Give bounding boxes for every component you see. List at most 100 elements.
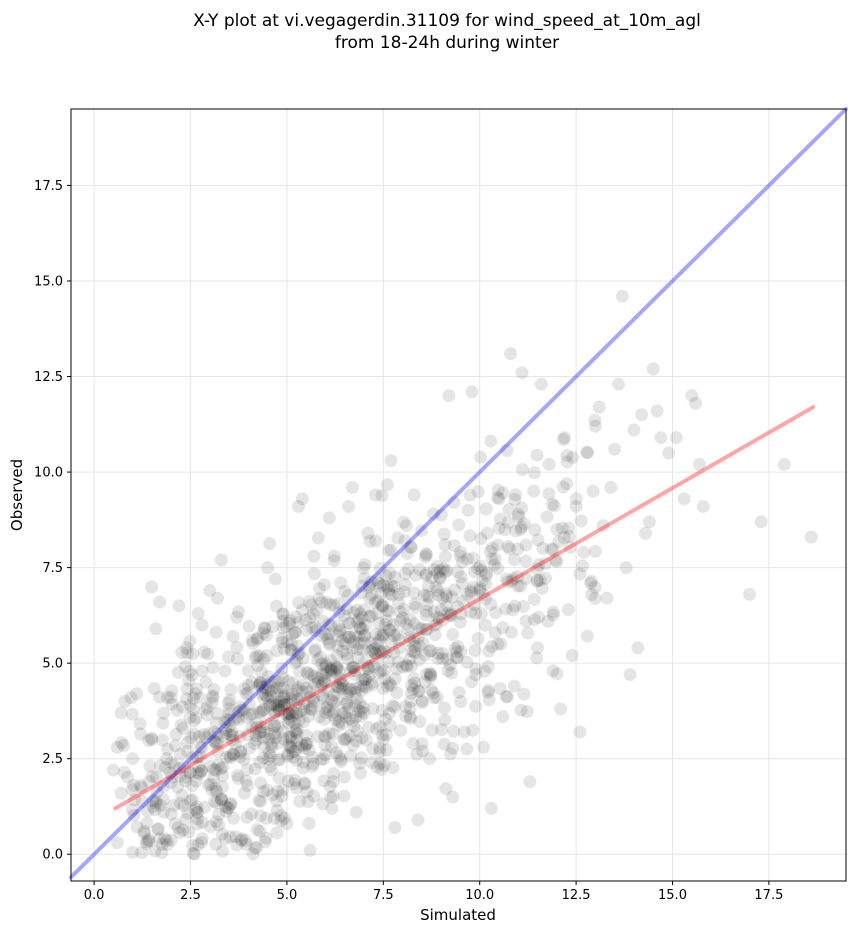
data-point xyxy=(210,784,224,798)
data-point xyxy=(276,607,290,621)
data-point xyxy=(330,660,344,674)
data-point xyxy=(504,625,518,639)
data-point xyxy=(549,553,563,567)
data-point xyxy=(195,664,209,678)
data-point xyxy=(369,607,383,621)
data-point xyxy=(335,706,349,720)
data-point xyxy=(501,575,515,589)
data-point xyxy=(245,720,259,734)
data-point xyxy=(110,836,124,850)
data-point xyxy=(215,793,229,807)
data-point xyxy=(588,413,602,427)
data-point xyxy=(125,783,139,797)
data-point xyxy=(272,699,286,713)
data-point xyxy=(253,678,267,692)
data-point xyxy=(327,598,341,612)
data-point xyxy=(270,826,284,840)
data-point xyxy=(295,603,309,617)
data-point xyxy=(375,646,389,660)
data-point xyxy=(333,681,347,695)
data-point xyxy=(280,635,294,649)
data-point xyxy=(118,694,132,708)
data-point xyxy=(319,666,333,680)
data-point xyxy=(477,740,491,754)
data-point xyxy=(322,636,336,650)
data-point xyxy=(205,783,219,797)
data-point xyxy=(186,703,200,717)
data-point xyxy=(126,752,140,766)
data-point xyxy=(444,608,458,622)
data-point xyxy=(284,691,298,705)
data-point xyxy=(514,703,528,717)
data-point xyxy=(257,725,271,739)
data-point xyxy=(344,664,358,678)
data-point xyxy=(464,605,478,619)
data-point xyxy=(261,752,275,766)
data-point xyxy=(412,639,426,653)
data-point xyxy=(348,685,362,699)
data-point xyxy=(263,760,277,774)
data-point xyxy=(450,645,464,659)
data-point xyxy=(233,750,247,764)
data-point xyxy=(192,730,206,744)
data-point xyxy=(306,757,320,771)
data-point xyxy=(440,590,454,604)
data-point xyxy=(169,727,183,741)
data-point xyxy=(467,565,481,579)
reference-lines xyxy=(69,107,848,880)
data-point xyxy=(332,714,346,728)
data-point xyxy=(480,566,494,580)
data-point xyxy=(327,705,341,719)
data-point xyxy=(170,703,184,717)
data-point xyxy=(171,665,185,679)
data-point xyxy=(303,611,317,625)
data-point xyxy=(151,822,165,836)
data-point xyxy=(263,699,277,713)
data-point xyxy=(588,419,602,433)
data-point xyxy=(135,794,149,808)
data-point xyxy=(261,670,275,684)
data-point xyxy=(222,713,236,727)
data-point xyxy=(357,603,371,617)
data-point xyxy=(454,545,468,559)
data-point xyxy=(496,486,510,500)
data-point xyxy=(183,664,197,678)
data-point xyxy=(165,770,179,784)
data-point xyxy=(424,644,438,658)
data-point xyxy=(352,630,366,644)
data-point xyxy=(291,615,305,629)
data-point xyxy=(451,639,465,653)
data-point xyxy=(231,768,245,782)
data-point xyxy=(392,641,406,655)
data-point xyxy=(424,668,438,682)
data-point xyxy=(209,763,223,777)
data-point xyxy=(345,641,359,655)
data-point xyxy=(301,667,315,681)
data-point xyxy=(316,797,330,811)
data-point xyxy=(418,550,432,564)
data-point xyxy=(183,698,197,712)
data-point xyxy=(342,630,356,644)
data-point xyxy=(171,821,185,835)
data-point xyxy=(283,613,297,627)
data-point xyxy=(286,745,300,759)
data-point xyxy=(315,629,329,643)
data-point xyxy=(275,631,289,645)
data-point xyxy=(211,735,225,749)
data-point xyxy=(208,794,222,808)
data-point xyxy=(192,759,206,773)
data-point xyxy=(193,750,207,764)
data-point xyxy=(533,573,547,587)
data-point xyxy=(180,736,194,750)
data-point xyxy=(318,748,332,762)
data-point xyxy=(436,562,450,576)
data-point xyxy=(106,763,120,777)
data-point xyxy=(137,824,151,838)
data-point xyxy=(278,697,292,711)
data-point xyxy=(484,597,498,611)
data-point xyxy=(563,540,577,554)
data-point xyxy=(223,798,237,812)
data-point xyxy=(804,530,818,544)
data-point xyxy=(330,649,344,663)
data-point xyxy=(282,698,296,712)
